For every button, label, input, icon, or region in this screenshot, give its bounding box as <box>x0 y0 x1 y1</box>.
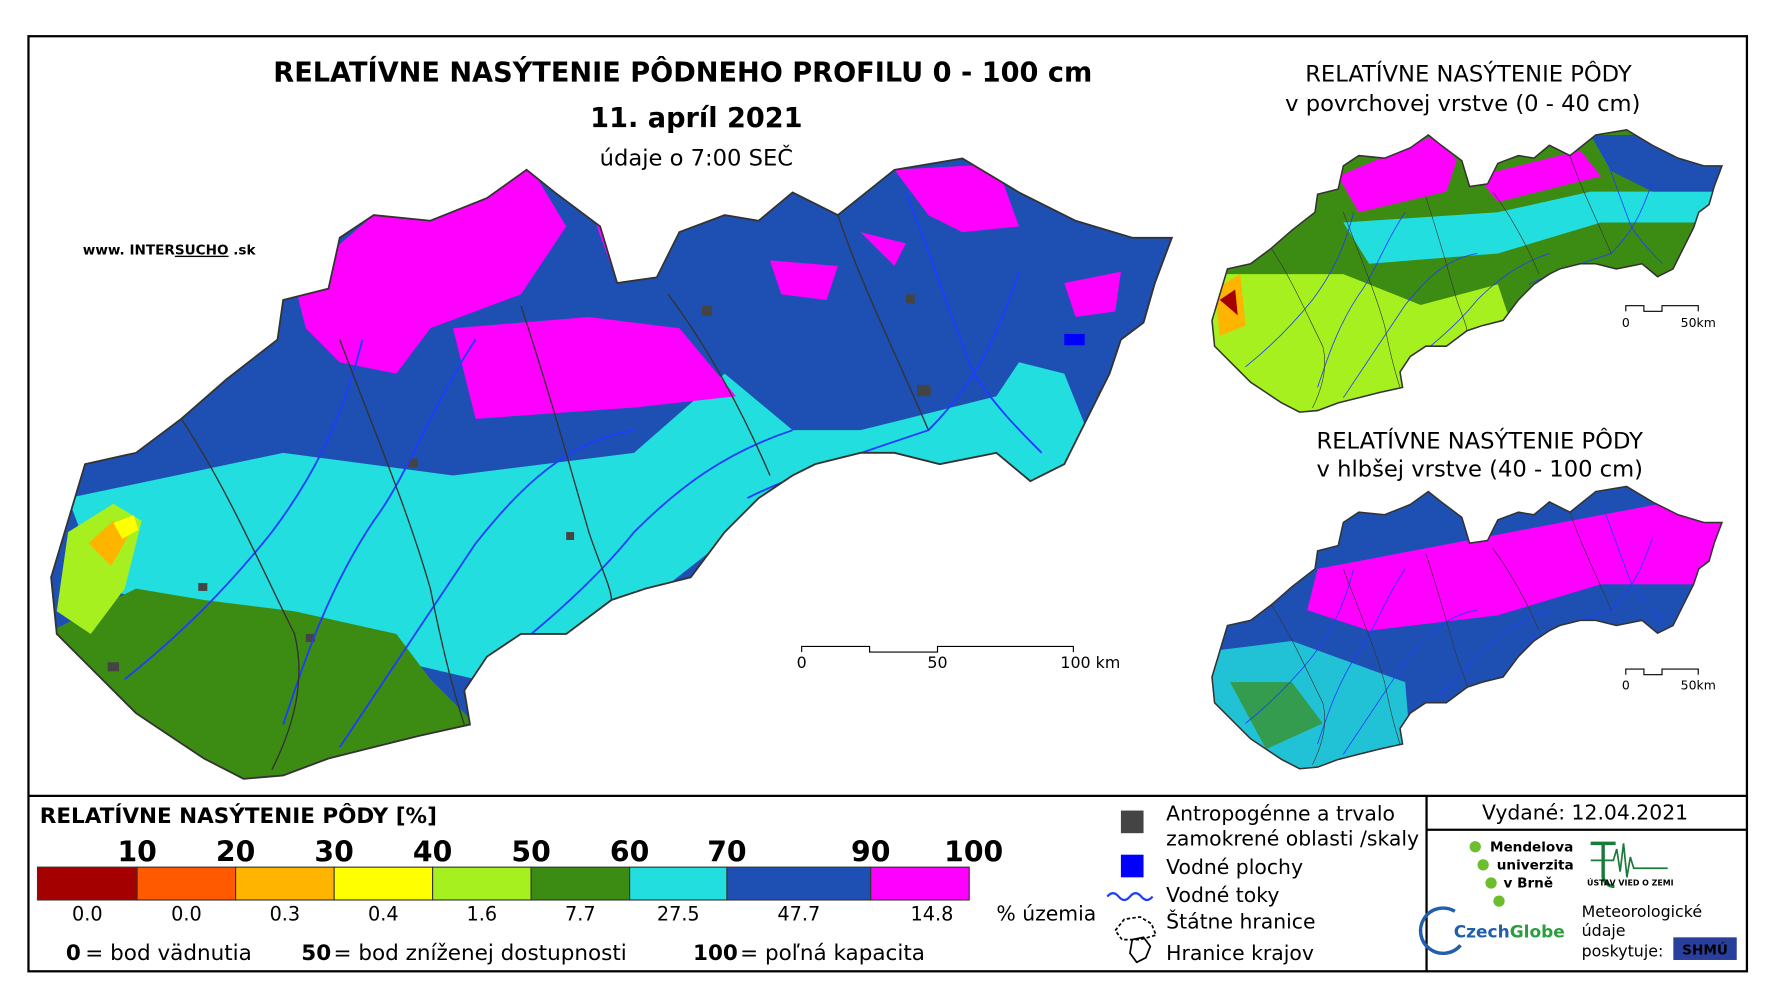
legend-title: RELATÍVNE NASÝTENIE PÔDY [%] <box>40 803 437 829</box>
inset-subtitle: v hlbšej vrstve (40 - 100 cm) <box>1317 457 1643 483</box>
legend-swatch <box>870 866 970 901</box>
share-label: 0.3 <box>270 902 301 925</box>
legend-swatch <box>333 866 434 901</box>
symbol-label: Vodné plochy <box>1166 855 1303 879</box>
shmu-logo <box>1673 937 1737 960</box>
symbol-state-border <box>1114 916 1158 941</box>
share-label: 27.5 <box>657 902 700 925</box>
threshold-label: 60 <box>610 835 649 868</box>
symbol-label: zamokrené oblasti /skaly <box>1166 827 1419 851</box>
notes: 0 = bod vädnutia 50 = bod zníženej dostupn… <box>66 941 925 966</box>
threshold-label: 20 <box>216 835 255 868</box>
symbol-label: Vodné toky <box>1166 883 1279 907</box>
title: RELATÍVNE NASÝTENIE PÔDNEHO PROFILU 0 - … <box>273 57 1092 89</box>
note-text: = poľná kapacita <box>740 941 925 966</box>
legend-swatch <box>432 866 532 901</box>
time-note: údaje o 7:00 SEČ <box>600 143 793 171</box>
inset-bottom-map <box>1211 485 1723 770</box>
threshold-label: 30 <box>314 835 353 868</box>
logo-text: ÚSTAV VIED O ZEMI <box>1587 876 1674 887</box>
issued-date: Vydané: 12.04.2021 <box>1482 801 1688 825</box>
share-label: 14.8 <box>911 902 954 925</box>
czechglobe-logo <box>1418 906 1462 956</box>
threshold-label: 100 <box>944 835 1003 868</box>
share-label: 0.0 <box>72 902 103 925</box>
website-suffix: .sk <box>229 243 257 259</box>
uvz-logo <box>1590 843 1668 878</box>
legend: 10 20 30 40 50 60 70 90 100 0.0 0.0 0.3 0.4 1.6 7.7 27.… <box>36 835 1003 925</box>
inset-title: RELATÍVNE NASÝTENIE PÔDY <box>1317 426 1644 454</box>
inset-title: RELATÍVNE NASÝTENIE PÔDY <box>1305 60 1632 88</box>
logo-text: v Brně <box>1504 876 1554 892</box>
scale-label: 0 <box>1622 315 1630 330</box>
threshold-label: 70 <box>707 835 746 868</box>
share-label: 47.7 <box>777 902 820 925</box>
legend-swatch <box>726 866 872 901</box>
logo-text: údaje <box>1582 921 1626 940</box>
note-value: 50 <box>301 941 331 966</box>
logo-text: univerzita <box>1497 857 1574 873</box>
uvz-logo <box>1590 841 1616 889</box>
scale-label: 50km <box>1681 677 1716 692</box>
date: 11. apríl 2021 <box>590 103 802 134</box>
legend-swatch <box>136 866 237 901</box>
threshold-label: 90 <box>851 835 890 868</box>
website-highlight: SUCHO <box>175 243 229 259</box>
threshold-label: 50 <box>511 835 550 868</box>
logo-text: Mendelova <box>1490 839 1573 855</box>
scale-label: 100 km <box>1060 653 1120 672</box>
legend-swatch <box>36 866 138 901</box>
czechglobe: CzechGlobe <box>1454 922 1565 942</box>
share-label: 0.4 <box>368 902 399 925</box>
website-prefix: www. INTER <box>83 243 176 259</box>
logo-text: Meteorologické <box>1582 902 1702 921</box>
website: www. INTERSUCHO .sk <box>83 243 257 259</box>
threshold-label: 10 <box>117 835 156 868</box>
logo-text: poskytuje: <box>1582 942 1664 961</box>
logo-text: Czech <box>1454 922 1510 942</box>
symbol-label: Hranice krajov <box>1166 941 1314 965</box>
inset-top-map <box>1211 129 1723 413</box>
logo-text: Globe <box>1510 922 1565 942</box>
note-text: = bod zníženej dostupnosti <box>333 941 626 966</box>
symbol-river <box>1106 892 1154 902</box>
mendel-dots <box>1469 841 1505 907</box>
symbol-anthropogenic <box>1120 810 1144 834</box>
scale-label: 0 <box>1622 677 1630 692</box>
scale-label: 50km <box>1681 315 1716 330</box>
note-value: 0 <box>66 941 81 966</box>
share-label: 0.0 <box>171 902 202 925</box>
note-text: = bod vädnutia <box>85 941 252 966</box>
inset-subtitle: v povrchovej vrstve (0 - 40 cm) <box>1285 91 1640 117</box>
legend-swatch <box>235 866 335 901</box>
frame <box>27 35 1749 973</box>
note-value: 100 <box>693 941 738 966</box>
legend-swatch <box>629 866 728 901</box>
share-unit: % územia <box>996 901 1096 925</box>
scale-bar <box>801 305 1699 676</box>
legend-swatch <box>530 866 631 901</box>
logo-text: SHMÚ <box>1682 940 1728 958</box>
symbol-label: Štátne hranice <box>1166 908 1315 933</box>
symbol-label: Antropogénne a trvalo <box>1166 802 1395 826</box>
scale-label: 50 <box>927 653 947 672</box>
symbol-water <box>1120 854 1144 878</box>
threshold-label: 40 <box>413 835 452 868</box>
symbol-regional-border <box>1129 936 1152 964</box>
share-label: 7.7 <box>565 902 596 925</box>
share-label: 1.6 <box>467 902 498 925</box>
scale-label: 0 <box>797 653 807 672</box>
